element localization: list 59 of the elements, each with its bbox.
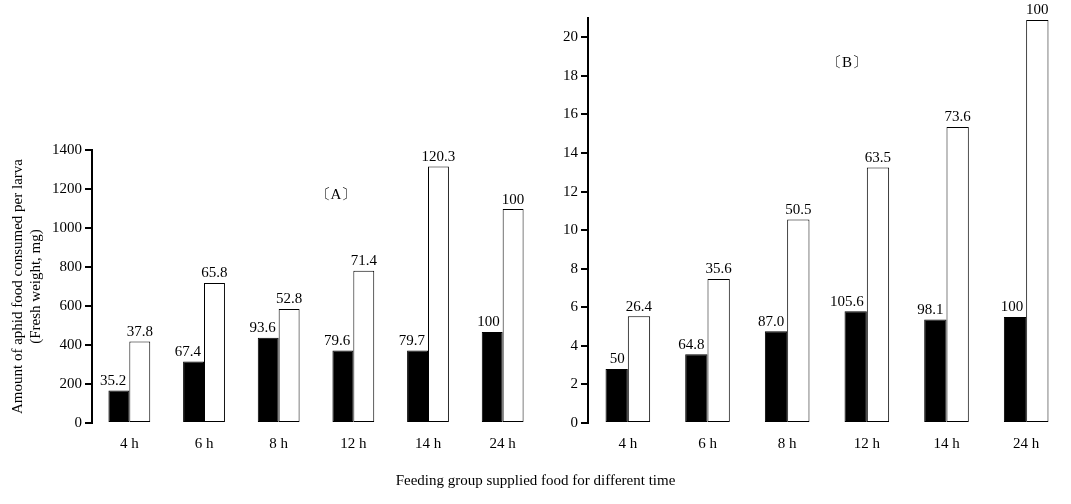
- x-tick-label: 12 h: [853, 434, 881, 451]
- annotation: 67.4: [174, 342, 202, 359]
- y-tick-label: 16: [563, 105, 579, 122]
- x-tick-label: 8 h: [777, 434, 798, 451]
- text: 〔A〕: [315, 185, 357, 202]
- y-tick-label: 12: [563, 182, 578, 199]
- y-tick-label: 800: [59, 257, 82, 274]
- annotation: 79.6: [324, 331, 351, 348]
- annotation: 64.8: [678, 335, 705, 352]
- annotation: 65.8: [201, 264, 228, 281]
- annotation: 50: [609, 350, 625, 367]
- annotation: 37.8: [126, 322, 153, 339]
- x-tick-label: 14 h: [414, 434, 442, 451]
- annotation: 120.3: [421, 148, 456, 165]
- annotation: 52.8: [275, 290, 303, 307]
- y-tick-label: 20: [563, 28, 578, 45]
- y-axis-title: Amount of aphid food consumed per larva (Fresh weight, mg): [8, 158, 44, 414]
- x-tick-label: 4 h: [119, 434, 140, 451]
- y-tick-label: 8: [570, 259, 578, 276]
- annotation: 100: [1026, 1, 1049, 18]
- y-tick-label: 14: [563, 143, 579, 160]
- annotation: 79.7: [398, 331, 426, 348]
- x-tick-label: 6 h: [194, 434, 214, 451]
- x-tick-label: 24 h: [489, 434, 517, 451]
- y-tick-label: 1200: [52, 179, 82, 196]
- annotation: 26.4: [625, 297, 653, 314]
- y-tick-label: 4: [570, 336, 579, 353]
- annotation: 98.1: [917, 300, 944, 317]
- annotation: 73.6: [944, 108, 972, 125]
- y-tick-label: 10: [563, 221, 578, 238]
- y-tick-label: 600: [59, 296, 82, 313]
- x-tick-label: 24 h: [1013, 434, 1040, 451]
- annotation: 93.6: [249, 319, 277, 336]
- annotation: 71.4: [350, 252, 378, 269]
- annotation: 100: [501, 190, 525, 207]
- text: 〔B〕: [826, 53, 868, 70]
- x-axis-title: Feeding group supplied food for different time: [394, 472, 677, 489]
- y-tick-label: 2: [570, 375, 578, 392]
- annotation: 100: [1000, 298, 1024, 315]
- annotation: 87.0: [757, 312, 785, 329]
- annotation: 50.5: [785, 200, 812, 217]
- y-tick-label: 18: [563, 66, 578, 83]
- annotation: 35.2: [100, 371, 127, 388]
- y-tick-label: 0: [570, 413, 578, 430]
- annotation: 63.5: [864, 148, 892, 165]
- annotation: 105.6: [830, 292, 865, 309]
- y-tick-label: 1000: [52, 218, 82, 235]
- x-tick-label: 4 h: [618, 434, 638, 451]
- annotation: 100: [477, 313, 500, 330]
- x-tick-label: 8 h: [269, 434, 289, 451]
- y-tick-label: 6: [570, 298, 579, 315]
- y-tick-label: 0: [74, 413, 82, 430]
- annotation: 35.6: [705, 260, 733, 277]
- x-tick-label: 12 h: [340, 434, 367, 451]
- y-tick-label: 1400: [52, 140, 82, 157]
- y-tick-label: 200: [59, 374, 82, 391]
- x-tick-label: 14 h: [933, 434, 961, 451]
- x-tick-label: 6 h: [698, 434, 718, 451]
- y-tick-label: 400: [59, 335, 82, 352]
